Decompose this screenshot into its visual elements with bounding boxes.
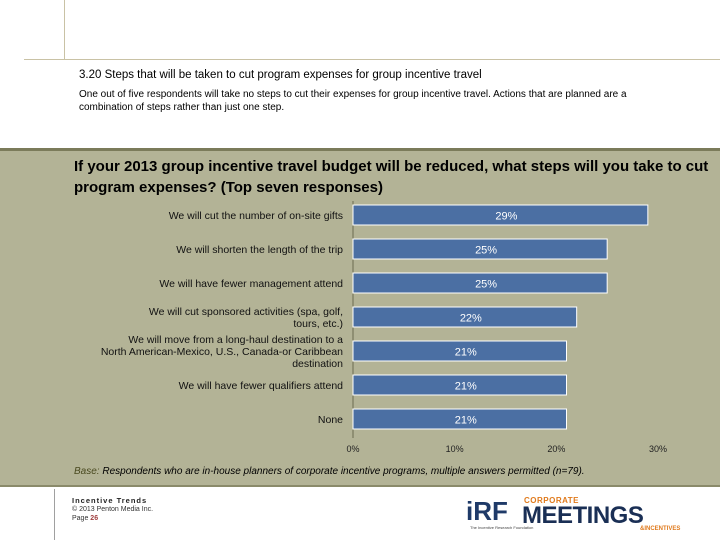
data-label-5: 21% [455, 347, 477, 359]
x-tick-30pct: 30% [649, 444, 667, 454]
data-label-1: 29% [495, 211, 517, 223]
category-label-4: We will cut sponsored activities (spa, g… [149, 306, 343, 330]
section-title: 3.20 Steps that will be taken to cut pro… [79, 69, 482, 81]
footer-page: Page 26 [72, 514, 153, 523]
base-note-n: (n=79). [552, 466, 585, 477]
chart-title: If your 2013 group incentive travel budg… [74, 158, 709, 196]
footer-page-number: 26 [90, 515, 99, 522]
x-tick-0pct: 0% [346, 444, 359, 454]
chart-panel-bottom-border [0, 485, 720, 487]
x-tick-10pct: 10% [446, 444, 464, 454]
data-label-7: 21% [455, 415, 477, 427]
footer-page-label: Page [72, 515, 91, 522]
category-label-3: We will have fewer management attend [159, 278, 343, 290]
footer-brand: Incentive Trends [72, 496, 148, 505]
cm-logo-incentives: &INCENTIVES [640, 526, 681, 532]
bar-4 [352, 306, 578, 328]
category-label-5: We will move from a long-haul destinatio… [101, 334, 343, 370]
decorative-horizontal-rule [24, 59, 720, 60]
footer: Incentive Trends © 2013 Penton Media Inc… [72, 496, 153, 523]
category-label-7: None [318, 414, 343, 426]
base-note-label: Base: [74, 466, 100, 477]
cm-logo-corporate: CORPORATE [524, 496, 580, 505]
bar-6 [352, 374, 567, 396]
irf-logo-text: iRF [466, 496, 508, 526]
data-label-2: 25% [475, 245, 497, 257]
chart-panel-border [0, 148, 720, 151]
x-tick-20pct: 20% [547, 444, 565, 454]
bar-3 [352, 272, 608, 294]
irf-logo: iRF The Incentive Research Foundation [466, 496, 533, 532]
data-label-6: 21% [455, 381, 477, 393]
category-label-2: We will shorten the length of the trip [176, 244, 343, 256]
bar-5 [352, 340, 567, 362]
bar-7 [352, 408, 567, 430]
footer-copyright: © 2013 Penton Media Inc. [72, 506, 154, 513]
data-label-4: 22% [460, 313, 482, 325]
section-intro: One out of five respondents will take no… [79, 89, 627, 113]
footer-divider [54, 489, 55, 540]
category-label-6: We will have fewer qualifiers attend [179, 380, 344, 392]
category-label-1: We will cut the number of on-site gifts [169, 210, 343, 222]
cm-logo-meetings: MEETINGS [522, 502, 644, 529]
data-label-3: 25% [475, 279, 497, 291]
decorative-vertical-rule [64, 0, 65, 60]
bar-2 [352, 238, 608, 260]
corporate-meetings-logo: CORPORATE MEETINGS &INCENTIVES [522, 496, 692, 534]
base-note: Base: Respondents who are in-house plann… [74, 466, 585, 477]
base-note-text: Respondents who are in-house planners of… [99, 466, 553, 477]
irf-logo-subtitle: The Incentive Research Foundation [470, 525, 534, 530]
bar-1 [352, 204, 649, 226]
